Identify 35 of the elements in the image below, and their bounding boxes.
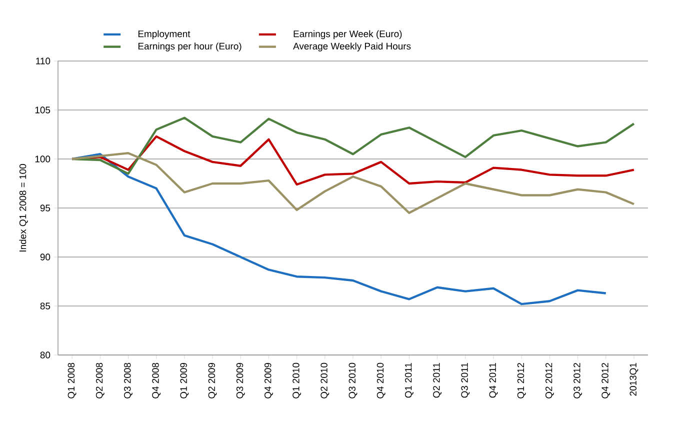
- y-tick-label: 85: [40, 302, 50, 310]
- y-tick-label: 110: [36, 58, 50, 64]
- x-tick-label: Q3 2011: [461, 362, 470, 398]
- x-tick-label: Q1 2010: [292, 362, 302, 398]
- x-tick-label: Q1 2012: [517, 363, 526, 398]
- x-tick-label: Q3 2010: [348, 362, 358, 398]
- x-tick-label: Q1 2008: [68, 362, 76, 398]
- y-tick-label: 90: [40, 254, 50, 260]
- x-tick-label: Q4 2010: [376, 362, 386, 398]
- y-tick-label: 95: [40, 204, 50, 212]
- y-tick-label: 105: [35, 106, 50, 114]
- x-tick-label: Q1 2009: [180, 362, 189, 398]
- y-tick-label: 80: [40, 352, 50, 358]
- x-tick-label: Q3 2008: [124, 362, 132, 398]
- line-series: [70, 153, 607, 306]
- x-tick-label: Q2 2010: [320, 362, 330, 398]
- legend-label: Earnings per Week (Euro): [294, 30, 402, 40]
- x-tick-label: Q4 2009: [264, 362, 273, 398]
- x-tick-label: Q4 2012: [602, 363, 610, 398]
- x-tick-label: Q1 2011: [404, 362, 414, 398]
- x-tick-label: Q4 2011: [489, 362, 498, 398]
- x-tick-label: Q2 2011: [433, 362, 442, 398]
- x-tick-label: Q2 2008: [96, 362, 104, 398]
- legend-label: Earnings per hour (Euro): [138, 42, 242, 52]
- y-tick-label: 100: [35, 156, 50, 162]
- x-tick-label: 2013Q1: [630, 362, 638, 396]
- x-tick-label: Q2 2009: [208, 362, 217, 398]
- x-tick-label: Q3 2009: [236, 362, 245, 398]
- line-series: [70, 152, 636, 214]
- x-tick-label: Q3 2012: [574, 363, 582, 398]
- legend-label: Employment: [138, 30, 190, 40]
- y-axis-title: Index Q1 2008 = 100: [19, 164, 28, 252]
- x-tick-label: Q4 2008: [152, 362, 161, 398]
- x-tick-label: Q2 2012: [545, 363, 554, 398]
- legend-label: Average Weekly Paid Hours: [293, 42, 411, 52]
